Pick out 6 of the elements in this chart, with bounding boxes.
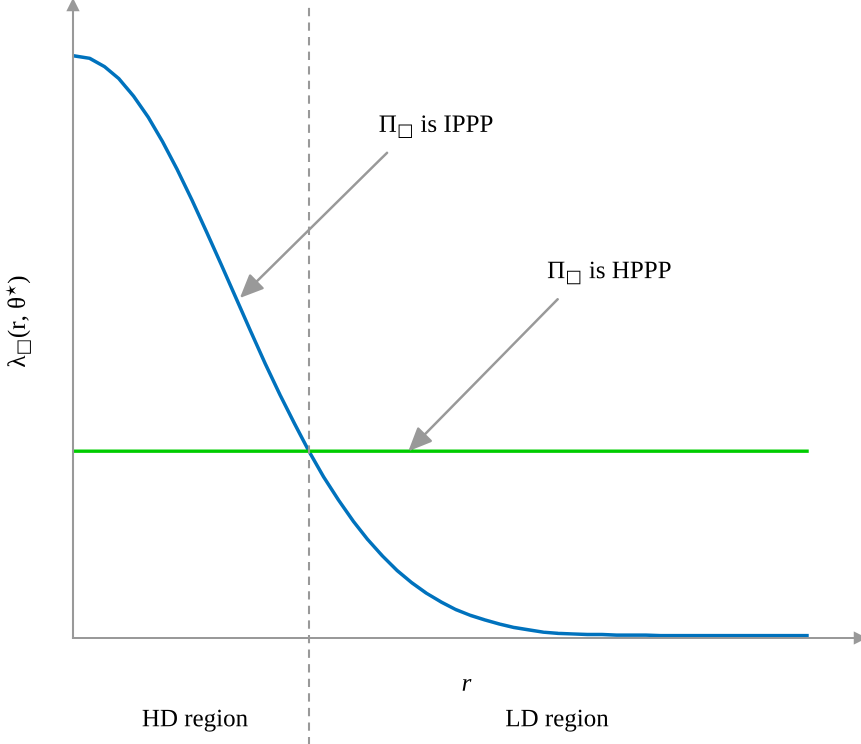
x-axis-title: r xyxy=(462,678,472,691)
annotation: Π$_{□}$ is IPPP xyxy=(379,115,492,138)
annotation: Π$_{□}$ is HPPP xyxy=(548,262,671,284)
y-axis-title: λ$_{□}$(r, θ$^{⋆}$) xyxy=(5,276,31,367)
text: LD region xyxy=(506,710,608,732)
text: HD region xyxy=(142,710,248,732)
